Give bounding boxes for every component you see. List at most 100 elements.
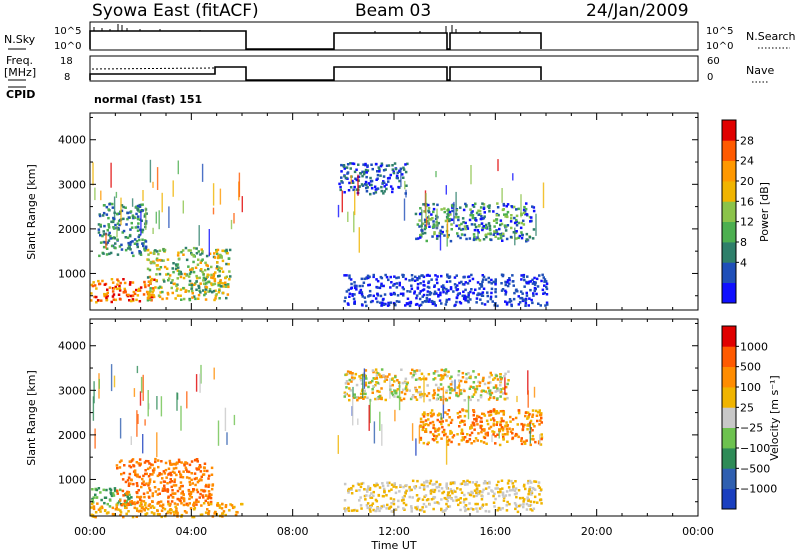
scatter-streak: [516, 395, 518, 403]
scatter-cell: [197, 258, 200, 261]
scatter-cell: [113, 217, 116, 221]
scatter-cell: [541, 273, 544, 277]
scatter-cell: [428, 298, 431, 301]
scatter-streak: [425, 193, 427, 218]
scatter-cell: [511, 418, 515, 421]
scatter-cell: [202, 466, 206, 469]
scatter-cell: [179, 475, 182, 479]
scatter-cell: [505, 225, 508, 228]
scatter-cell: [382, 180, 385, 183]
scatter-cell: [347, 506, 350, 510]
scatter-cell: [192, 488, 195, 491]
scatter-cell: [433, 482, 437, 486]
scatter-streak: [168, 206, 170, 228]
scatter-cell: [484, 233, 488, 236]
scatter-cell: [167, 467, 171, 470]
scatter-cell: [404, 503, 408, 507]
scatter-cell: [168, 459, 172, 463]
scatter-cell: [213, 279, 217, 283]
scatter-cell: [522, 440, 526, 443]
scatter-streak: [176, 392, 178, 411]
scatter-cell: [488, 206, 491, 210]
scatter-cell: [205, 483, 208, 487]
scatter-cell: [515, 495, 518, 499]
scatter-cell: [200, 248, 203, 251]
date-title: 24/Jan/2009: [586, 1, 689, 21]
scatter-cell: [144, 285, 147, 289]
scatter-cell: [108, 231, 111, 235]
scatter-cell: [140, 506, 144, 510]
scatter-cell: [381, 484, 385, 488]
scatter-cell: [395, 392, 398, 395]
colorbar-tick-label: 1000: [740, 340, 768, 353]
scatter-cell: [449, 421, 453, 424]
scatter-cell: [487, 276, 490, 280]
scatter-cell: [514, 432, 518, 436]
scatter-cell: [146, 276, 150, 279]
scatter-cell: [433, 501, 437, 504]
scatter-cell: [505, 504, 508, 507]
scatter-cell: [545, 293, 549, 296]
scatter-cell: [372, 377, 375, 380]
scatter-cell: [183, 464, 186, 467]
scatter-cell: [184, 246, 188, 250]
scatter-cell: [472, 393, 476, 396]
scatter-cell: [463, 414, 467, 418]
scatter-cell: [187, 265, 190, 268]
scatter-cell: [392, 170, 395, 173]
scatter-cell: [219, 254, 222, 257]
scatter-cell: [136, 208, 139, 211]
scatter-cell: [380, 368, 384, 371]
scatter-cell: [383, 380, 386, 383]
scatter-cell: [506, 215, 509, 219]
scatter-cell: [494, 412, 498, 415]
scatter-cell: [456, 288, 460, 291]
scatter-cell: [196, 490, 200, 494]
scatter-cell: [513, 502, 517, 505]
scatter-cell: [116, 283, 119, 286]
scatter-cell: [216, 252, 219, 256]
scatter-cell: [455, 296, 459, 299]
scatter-cell: [437, 389, 440, 392]
scatter-cell: [122, 205, 125, 209]
scatter-cell: [353, 286, 357, 290]
scatter-cell: [503, 398, 507, 401]
y-tick-label: 1000: [58, 473, 86, 486]
scatter-cell: [367, 385, 370, 389]
scatter-cell: [543, 280, 546, 283]
scatter-cell: [499, 383, 502, 387]
scatter-cell: [353, 284, 357, 287]
scatter-cell: [108, 203, 111, 206]
scatter-cell: [112, 492, 115, 495]
colorbar-tick-label: 20: [740, 175, 754, 188]
scatter-cell: [386, 503, 389, 507]
scatter-streak: [217, 420, 220, 446]
scatter-cell: [401, 388, 405, 392]
scatter-cell: [195, 458, 199, 461]
scatter-cell: [375, 374, 379, 377]
scatter-cell: [526, 424, 529, 427]
scatter-cell: [468, 387, 472, 390]
scatter-cell: [349, 167, 352, 170]
scatter-cell: [461, 294, 464, 298]
scatter-cell: [457, 498, 460, 501]
scatter-cell: [487, 381, 490, 385]
scatter-streak: [455, 191, 457, 216]
scatter-cell: [500, 222, 504, 226]
scatter-cell: [499, 223, 502, 227]
scatter-cell: [118, 245, 122, 248]
scatter-cell: [378, 168, 381, 171]
scatter-cell: [445, 389, 448, 392]
scatter-cell: [415, 398, 419, 401]
scatter-cell: [506, 424, 509, 427]
scatter-cell: [504, 293, 507, 296]
nsearch-tick-high: 10^5: [706, 26, 733, 37]
scatter-cell: [449, 383, 453, 386]
scatter-streak: [241, 196, 243, 213]
scatter-cell: [399, 485, 402, 488]
scatter-cell: [213, 277, 217, 281]
scatter-cell: [182, 253, 185, 256]
scatter-cell: [193, 477, 197, 481]
scatter-cell: [350, 509, 354, 512]
scatter-cell: [439, 293, 442, 297]
